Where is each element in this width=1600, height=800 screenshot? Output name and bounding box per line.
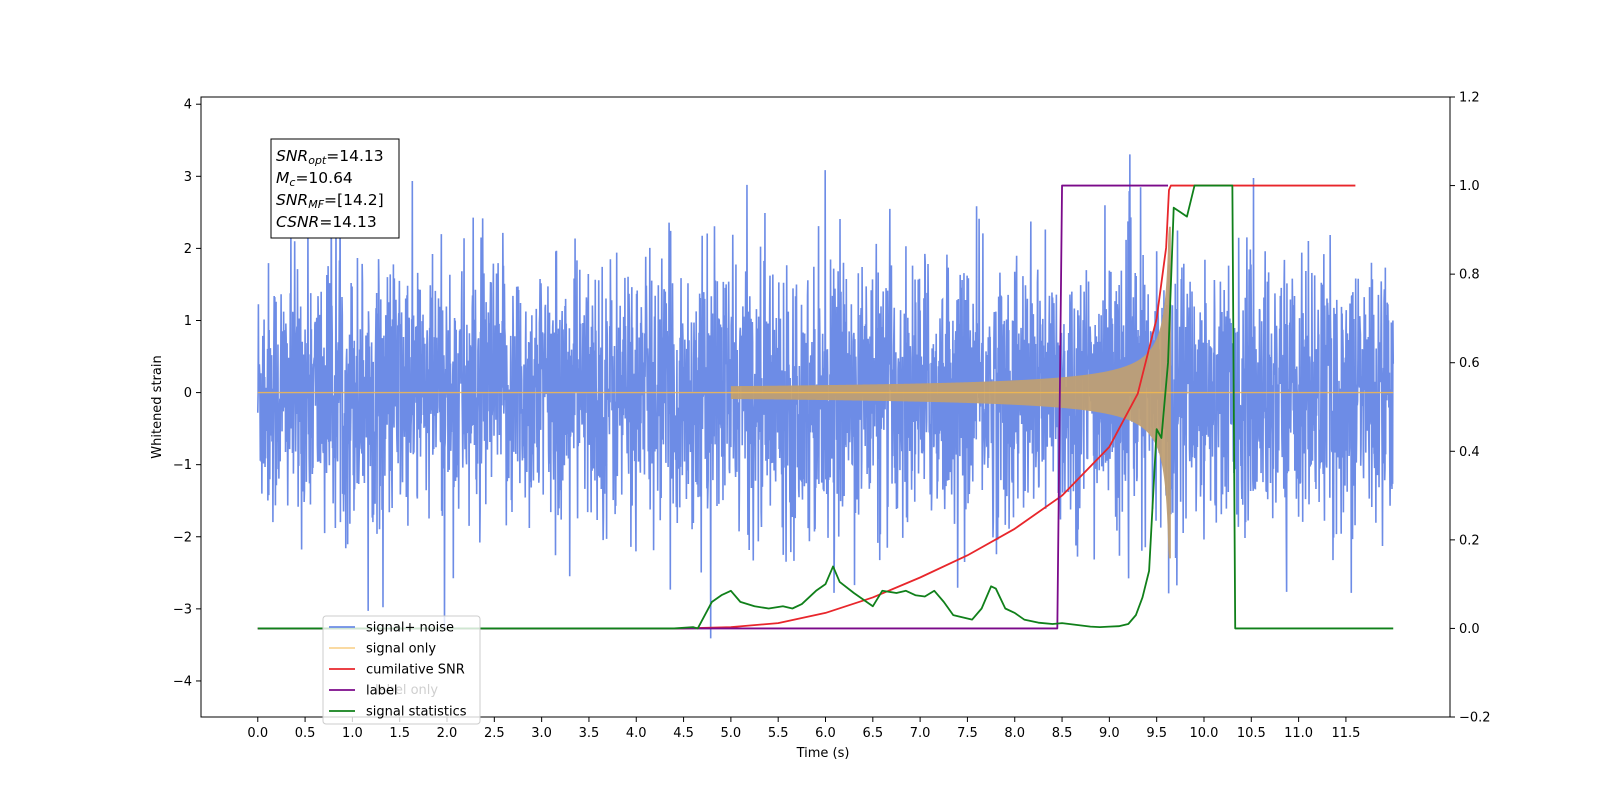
y-left-tick-label: 0 — [184, 386, 192, 401]
y-left-tick-label: −3 — [173, 602, 192, 617]
y-left-tick-label: 2 — [184, 242, 192, 257]
y-right-tick-label: 0.6 — [1459, 356, 1480, 371]
x-tick-label: 3.5 — [579, 726, 600, 741]
x-tick-label: 8.0 — [1004, 726, 1025, 741]
y-axis-left-label: Whitened strain — [150, 355, 165, 458]
series-label — [257, 184, 1169, 630]
x-tick-label: 7.5 — [957, 726, 978, 741]
y-left-tick-label: −4 — [173, 674, 192, 689]
y-left-tick-label: 1 — [184, 314, 192, 329]
legend: signal+ noise signal only cumilative SNR si… — [322, 615, 481, 725]
series-cumulative-snr — [257, 184, 1356, 630]
x-tick-label: 1.5 — [389, 726, 410, 741]
y-right-tick-label: 0.4 — [1459, 445, 1480, 460]
y-right-tick-label: −0.2 — [1459, 711, 1491, 726]
x-tick-label: 1.0 — [342, 726, 363, 741]
y-left-tick-label: −2 — [173, 530, 192, 545]
y-left-tick-label: 3 — [184, 170, 192, 185]
y-left-tick-label: 4 — [184, 98, 192, 113]
x-tick-label: 0.5 — [295, 726, 316, 741]
x-tick-label: 7.0 — [910, 726, 931, 741]
legend-entry: signal only — [366, 642, 436, 657]
legend-entry: label — [366, 684, 397, 699]
annotation-box-frame — [270, 138, 400, 239]
x-tick-label: 10.5 — [1237, 726, 1266, 741]
annotation-line: CSNR=14.13 — [276, 213, 377, 231]
x-tick-label: 2.5 — [484, 726, 505, 741]
legend-entry: signal statistics — [366, 705, 467, 720]
x-tick-label: 2.0 — [437, 726, 458, 741]
y-right-tick-label: 0.8 — [1459, 268, 1480, 283]
x-tick-label: 5.0 — [721, 726, 742, 741]
annotation-line: SNRMF=[14.2] — [276, 191, 384, 211]
y-axis-left: 4 3 2 1 0 −1 −2 −3 −4 — [173, 98, 201, 689]
y-right-tick-label: 1.0 — [1459, 179, 1480, 194]
x-tick-label: 10.0 — [1190, 726, 1219, 741]
legend-faint-entry: label only — [375, 683, 438, 698]
y-axis-right: 1.2 1.0 0.8 0.6 0.4 0.2 0.0 −0.2 — [1450, 91, 1491, 726]
x-tick-label: 4.0 — [626, 726, 647, 741]
x-tick-label: 11.0 — [1284, 726, 1313, 741]
y-right-tick-label: 0.0 — [1459, 622, 1480, 637]
annotation-line: Mc=10.64 — [276, 169, 353, 189]
legend-frame — [322, 615, 481, 725]
x-tick-label: 4.5 — [673, 726, 694, 741]
series-layer — [256, 145, 1395, 639]
y-right-tick-label: 0.2 — [1459, 533, 1480, 548]
x-tick-label: 6.5 — [862, 726, 883, 741]
annotation-line: SNRopt=14.13 — [276, 147, 384, 167]
series-signal-statistics — [257, 184, 1394, 630]
y-right-tick-label: 1.2 — [1459, 91, 1480, 106]
x-tick-label: 6.0 — [815, 726, 836, 741]
x-tick-label: 0.0 — [247, 726, 268, 741]
x-axis-label: Time (s) — [796, 746, 850, 761]
legend-entry: cumilative SNR — [366, 663, 465, 678]
legend-entry: signal+ noise — [366, 621, 454, 636]
x-tick-label: 8.5 — [1052, 726, 1073, 741]
x-axis: 0.0 0.5 1.0 1.5 2.0 2.5 3.0 3.5 4.0 4.5 5.0 5.5 6.0 6… — [247, 717, 1360, 741]
x-tick-label: 5.5 — [768, 726, 789, 741]
x-tick-label: 11.5 — [1331, 726, 1360, 741]
x-tick-label: 3.0 — [531, 726, 552, 741]
y-left-tick-label: −1 — [173, 458, 192, 473]
x-tick-label: 9.0 — [1099, 726, 1120, 741]
x-tick-label: 9.5 — [1146, 726, 1167, 741]
